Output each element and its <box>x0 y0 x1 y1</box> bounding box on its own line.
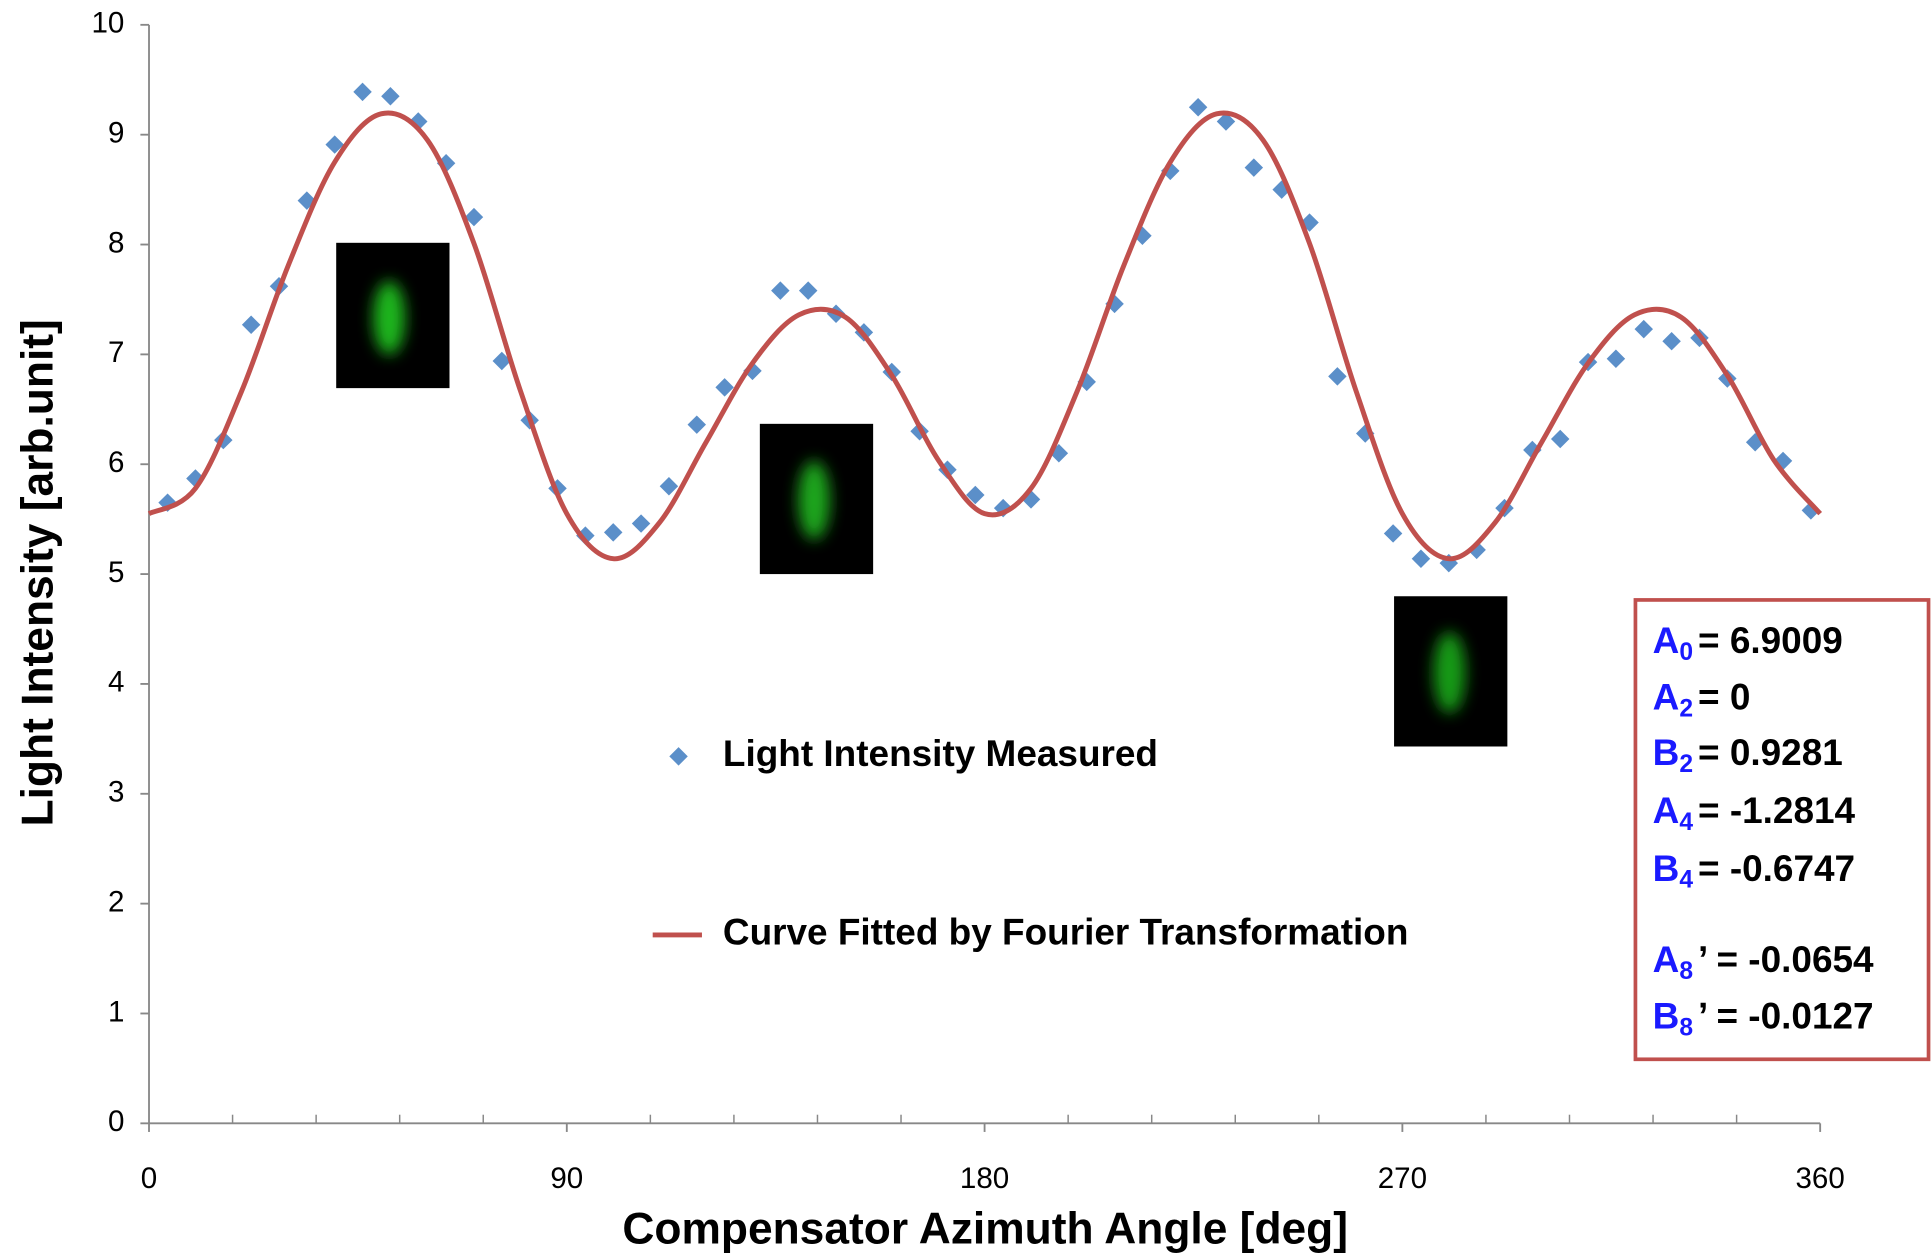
y-axis-title: Light Intensity [arb.unit] <box>13 319 62 826</box>
coefficient-symbol: A <box>1653 939 1680 980</box>
data-point <box>1245 158 1263 176</box>
y-tick-label: 6 <box>108 446 124 479</box>
coefficient-symbol: A <box>1653 676 1680 717</box>
x-tick-label: 90 <box>550 1162 583 1195</box>
coefficient-subscript: 8 <box>1679 957 1693 984</box>
coefficient-subscript: 2 <box>1679 750 1693 777</box>
coefficient-value: = 0 <box>1698 676 1750 717</box>
y-tick-label: 7 <box>108 336 124 369</box>
x-tick-label: 360 <box>1796 1162 1845 1195</box>
y-tick-label: 2 <box>108 885 124 918</box>
page: {"chart_data": { "type": "scatter", "x_l… <box>0 0 1931 1259</box>
data-point <box>1635 320 1653 338</box>
data-point <box>1412 549 1430 567</box>
data-point <box>381 87 399 105</box>
data-point <box>1551 430 1569 448</box>
coefficient-value: = -0.6747 <box>1698 848 1855 889</box>
coefficient-subscript: 2 <box>1679 695 1693 722</box>
data-point <box>1189 98 1207 116</box>
x-tick-label: 0 <box>141 1162 157 1195</box>
x-tick-label: 180 <box>960 1162 1009 1195</box>
y-tick-label: 4 <box>108 666 124 699</box>
y-tick-label: 3 <box>108 776 124 809</box>
y-tick-label: 0 <box>108 1105 124 1138</box>
cell-image <box>760 424 873 574</box>
legend-label: Curve Fitted by Fourier Transformation <box>723 912 1409 953</box>
y-tick-label: 1 <box>108 995 124 1028</box>
data-point <box>632 514 650 532</box>
coefficient-symbol: B <box>1653 848 1680 889</box>
data-point <box>353 83 371 101</box>
coefficient-symbol: B <box>1653 995 1680 1036</box>
coefficient-symbol: A <box>1653 790 1680 831</box>
coefficient-value: = -1.2814 <box>1698 790 1856 831</box>
coefficient: A2= 0 <box>1653 676 1751 722</box>
y-tick-label: 8 <box>108 226 124 259</box>
data-point <box>799 281 817 299</box>
y-tick-label: 5 <box>108 556 124 589</box>
coefficient-subscript: 8 <box>1679 1014 1693 1041</box>
chart: Compensator Azimuth Angle [deg] Light In… <box>0 0 1931 1259</box>
data-point <box>604 523 622 541</box>
data-point <box>1328 367 1346 385</box>
x-axis-title: Compensator Azimuth Angle [deg] <box>622 1204 1348 1253</box>
legend-label: Light Intensity Measured <box>723 733 1158 774</box>
coefficient-value: = 0.9281 <box>1698 732 1843 773</box>
coefficient-value: ’ = -0.0654 <box>1698 939 1874 980</box>
data-point <box>242 315 260 333</box>
data-point <box>688 415 706 433</box>
legend-marker <box>669 747 687 765</box>
data-point <box>1384 524 1402 542</box>
coefficient-subscript: 4 <box>1679 866 1693 893</box>
data-point <box>1662 332 1680 350</box>
coefficient-subscript: 0 <box>1679 638 1693 665</box>
coefficient-symbol: A <box>1653 620 1680 661</box>
y-tick-label: 9 <box>108 116 124 149</box>
cell-image <box>336 243 449 388</box>
cell-image <box>1394 596 1507 746</box>
data-point <box>1607 350 1625 368</box>
coefficient-value: ’ = -0.0127 <box>1698 995 1874 1036</box>
coefficient-value: = 6.9009 <box>1698 620 1843 661</box>
coefficient-subscript: 4 <box>1679 808 1693 835</box>
y-tick-label: 10 <box>92 7 125 40</box>
data-point <box>771 281 789 299</box>
coefficient-symbol: B <box>1653 732 1680 773</box>
data-point <box>660 477 678 495</box>
x-tick-label: 270 <box>1378 1162 1427 1195</box>
